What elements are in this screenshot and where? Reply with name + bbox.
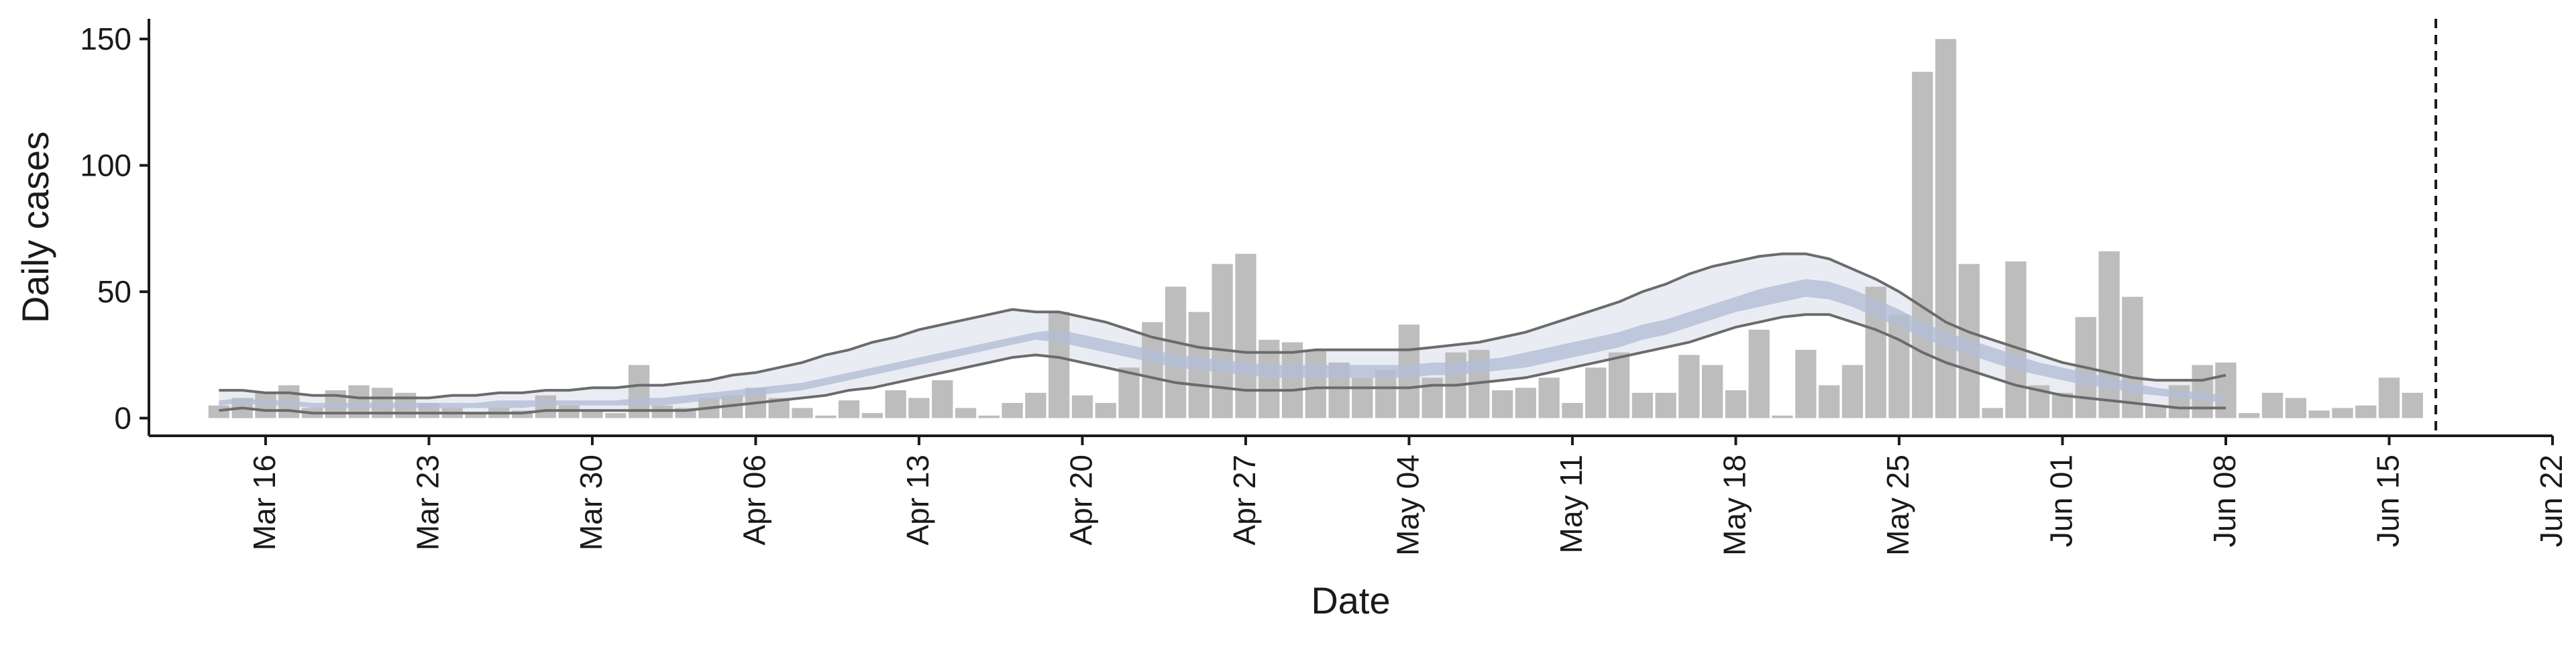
inner-band-area [219,279,2226,408]
x-tick-label: May 18 [1717,455,1752,556]
x-tick-label: Apr 27 [1227,455,1262,546]
bar [1888,314,1910,418]
bar [1725,390,1747,418]
bar [1095,403,1116,418]
bar [815,415,837,418]
bar [1002,403,1023,418]
bar [932,380,953,418]
bar [1748,329,1770,418]
bar [2239,413,2260,418]
bar [1305,349,1326,418]
bar [1585,367,1607,418]
bar [2402,392,2423,418]
bar [535,395,556,418]
y-tick-label: 50 [97,274,131,309]
bar [2285,398,2306,418]
outer-estimate-band [219,253,2226,414]
bar [1655,392,1676,418]
x-tick-label: Jun 22 [2534,455,2569,547]
bar [1678,355,1700,418]
bar [1165,286,1187,418]
lower-interval-line [219,313,2226,415]
bar [2378,377,2400,418]
bar [1935,39,1957,418]
x-tick-label: Apr 13 [900,455,935,546]
bar [2005,261,2027,418]
bar [1702,365,1723,418]
bar [2332,408,2353,418]
interval-lines [219,252,2226,415]
outer-band-area [219,253,2226,414]
bar [605,413,627,418]
bar [1212,263,1233,418]
x-tick-label: Mar 30 [574,455,608,550]
bar [1352,377,1373,418]
bar [885,390,906,418]
bar [1118,367,1140,418]
bar [208,405,229,418]
bar [861,413,883,418]
x-tick-label: Jun 08 [2207,455,2242,547]
x-tick-label: Jun 01 [2043,455,2078,547]
bar [978,415,1000,418]
bar [2308,410,2330,418]
y-axis-title: Daily cases [14,131,56,323]
bar [2192,365,2213,418]
x-tick-label: Apr 20 [1063,455,1098,546]
x-tick-label: May 04 [1390,455,1425,556]
inner-estimate-band [219,279,2226,408]
axis-labels: Date Daily cases [14,131,1391,622]
x-tick-label: Jun 15 [2370,455,2405,547]
bar [2261,392,2284,418]
bar [1281,342,1303,418]
x-tick-label: Apr 06 [737,455,771,546]
axes: 0 50 100 150 Mar 16 Mar 23 Mar 30 Apr 06 Apr 13 A… [80,19,2569,556]
bar [838,400,860,418]
x-tick-label: May 25 [1880,455,1915,556]
bar [2122,296,2143,418]
bar [1795,349,1817,418]
bar [2355,405,2377,418]
bar [1772,415,1793,418]
bar [1562,403,1583,418]
bar [908,398,930,418]
x-tick-label: Mar 23 [410,455,445,550]
bar [955,408,977,418]
y-tick-label: 150 [80,21,131,56]
bar [2098,251,2120,418]
x-tick-label: Mar 16 [247,455,282,550]
bar [1538,377,1560,418]
bar [1819,385,1840,418]
bar [1982,408,2003,418]
bar [1235,253,1256,418]
bar [1492,390,1513,418]
bar [1025,392,1046,418]
daily-cases-bars [208,39,2423,418]
bar [1375,370,1397,418]
bar [1608,352,1630,418]
y-tick-label: 100 [80,148,131,183]
bar [582,410,603,418]
bar [2145,405,2167,418]
y-tick-label: 0 [114,401,131,436]
x-axis-title: Date [1311,579,1390,622]
bar [792,408,813,418]
bar [1841,365,1864,418]
bar [2215,362,2237,418]
bar [1049,312,1070,418]
bar [1421,377,1443,418]
x-tick-label: May 11 [1554,455,1589,553]
bar [1631,392,1653,418]
bar [1071,395,1093,418]
bar [465,413,486,418]
upper-interval-line [219,252,2226,400]
bar [1912,72,1933,418]
bar [1515,388,1536,418]
